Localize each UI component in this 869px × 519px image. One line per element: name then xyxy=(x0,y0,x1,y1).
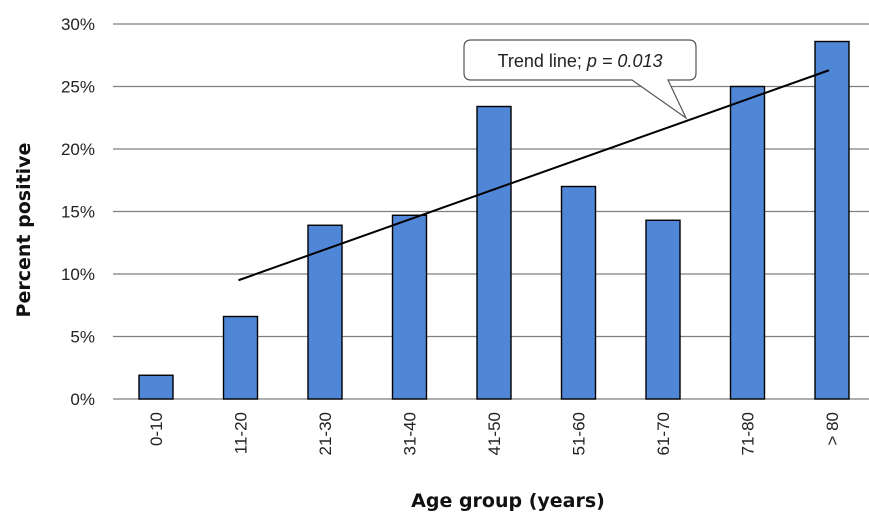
y-tick-labels: 0% 5% 10% 15% 20% 25% 30% xyxy=(61,15,95,409)
bars xyxy=(138,40,850,400)
x-tick-label: 51-60 xyxy=(570,412,589,455)
x-tick-label: 41-50 xyxy=(485,412,504,455)
bar-41-50 xyxy=(476,105,512,400)
y-axis-title: Percent positive xyxy=(13,143,35,318)
x-tick-label: 21-30 xyxy=(316,412,335,455)
y-tick-label: 0% xyxy=(70,390,95,409)
x-tick-label: > 80 xyxy=(823,412,842,446)
y-tick-label: 15% xyxy=(61,203,95,222)
callout-box xyxy=(463,39,697,120)
x-tick-label: 71-80 xyxy=(739,412,758,455)
callout-label: Trend line; p = 0.013 xyxy=(498,51,663,71)
bar--80 xyxy=(814,40,850,400)
x-tick-label: 31-40 xyxy=(401,412,420,455)
trend-callout: Trend line; p = 0.013 xyxy=(463,39,697,120)
x-tick-label: 61-70 xyxy=(654,412,673,455)
y-tick-label: 10% xyxy=(61,265,95,284)
bar-61-70 xyxy=(645,219,681,400)
trend-line-group xyxy=(238,69,830,282)
bar-11-20 xyxy=(222,315,259,400)
trend-line xyxy=(238,69,830,282)
bar-51-60 xyxy=(560,185,597,400)
x-tick-labels: 0-10 11-20 21-30 31-40 41-50 51-60 61-70 71-80 >… xyxy=(147,412,842,455)
bar-0-10 xyxy=(138,374,174,400)
x-tick-label: 0-10 xyxy=(147,412,166,446)
y-tick-label: 20% xyxy=(61,140,95,159)
bar-71-80 xyxy=(729,85,766,400)
bar-21-30 xyxy=(307,224,343,400)
x-axis-title: Age group (years) xyxy=(411,490,605,512)
y-tick-label: 5% xyxy=(70,328,95,347)
x-tick-label: 11-20 xyxy=(232,412,251,454)
bar-31-40 xyxy=(391,214,428,400)
callout-prefix: Trend line; xyxy=(498,51,587,71)
callout-p-value: p = 0.013 xyxy=(586,51,663,71)
y-tick-label: 30% xyxy=(61,15,95,34)
y-tick-label: 25% xyxy=(61,78,95,97)
